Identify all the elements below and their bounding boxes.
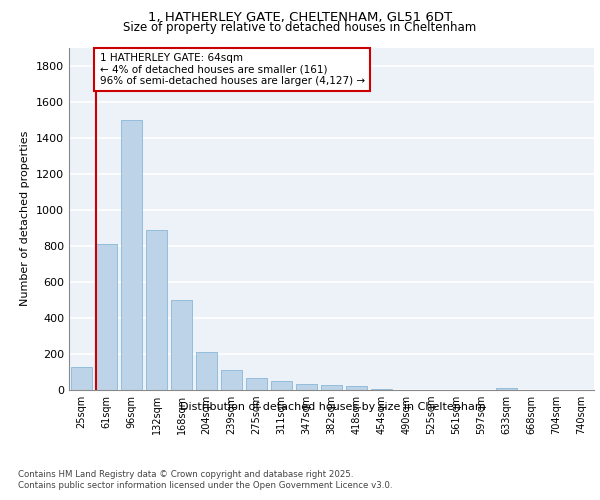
Bar <box>96 244 117 390</box>
Bar <box>171 300 192 390</box>
Text: Distribution of detached houses by size in Cheltenham: Distribution of detached houses by size … <box>180 402 486 412</box>
Bar <box>496 388 517 390</box>
Text: 1, HATHERLEY GATE, CHELTENHAM, GL51 6DT: 1, HATHERLEY GATE, CHELTENHAM, GL51 6DT <box>148 11 452 24</box>
Bar <box>121 120 142 390</box>
Bar <box>71 368 92 390</box>
Text: 1 HATHERLEY GATE: 64sqm
← 4% of detached houses are smaller (161)
96% of semi-de: 1 HATHERLEY GATE: 64sqm ← 4% of detached… <box>100 53 365 86</box>
Bar <box>271 382 292 390</box>
Bar <box>246 378 267 390</box>
Bar <box>296 384 317 390</box>
Bar <box>346 386 367 390</box>
Bar <box>146 230 167 390</box>
Bar <box>371 389 392 390</box>
Text: Size of property relative to detached houses in Cheltenham: Size of property relative to detached ho… <box>124 22 476 35</box>
Bar <box>196 352 217 390</box>
Y-axis label: Number of detached properties: Number of detached properties <box>20 131 31 306</box>
Bar <box>321 384 342 390</box>
Text: Contains HM Land Registry data © Crown copyright and database right 2025.: Contains HM Land Registry data © Crown c… <box>18 470 353 479</box>
Bar <box>221 370 242 390</box>
Text: Contains public sector information licensed under the Open Government Licence v3: Contains public sector information licen… <box>18 481 392 490</box>
